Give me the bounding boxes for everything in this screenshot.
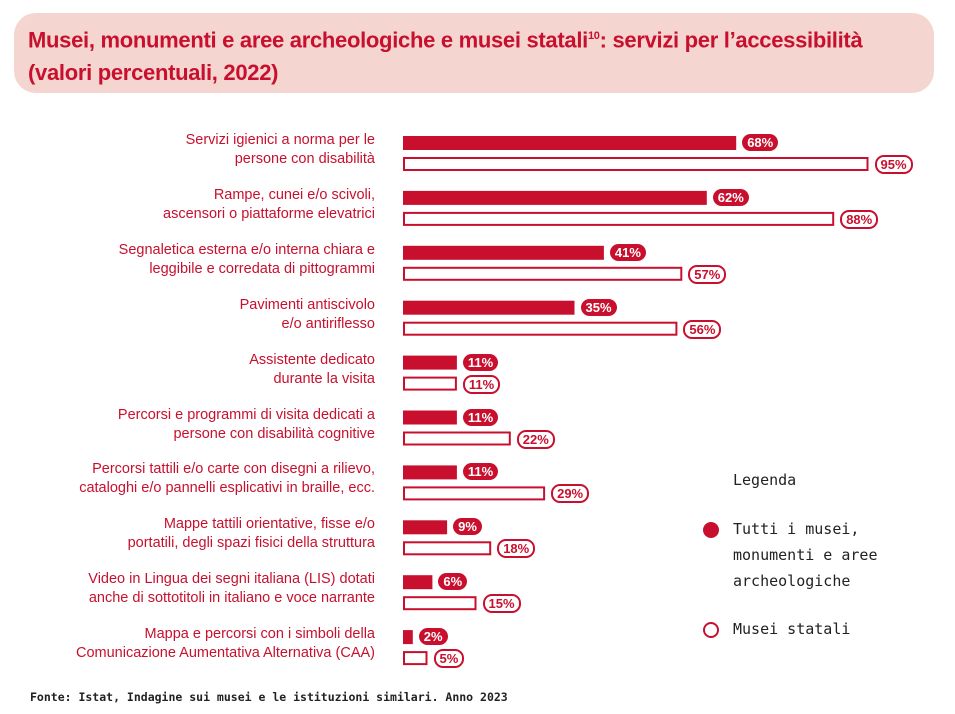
legend-label-all: Tutti i musei, monumenti e aree archeologi… [733, 520, 878, 590]
bar-all-museums [403, 410, 457, 425]
bar-state-museums [403, 541, 492, 556]
category-label-line: e/o antiriflesso [281, 315, 376, 332]
data-label: 11% [462, 353, 499, 371]
category-label-line: ascensori o piattaforme elevatrici [163, 205, 375, 222]
legend-outline-marker [703, 622, 719, 638]
category-label-line: Percorsi e programmi di visita dedicati … [117, 406, 375, 423]
bar-all-museums [403, 245, 604, 260]
bar-state-museums [403, 431, 511, 446]
bar-all-museums [403, 136, 737, 150]
bar-state-museums [403, 211, 835, 226]
bar-state-museums [403, 486, 546, 501]
category-label-line: persone con disabilità [234, 151, 375, 167]
chart-title: Musei, monumenti e aree archeologiche e … [28, 27, 863, 86]
category-label-line: Mappe tattili orientative, fisse e/o [163, 516, 375, 533]
category-label-line: Segnaletica esterna e/o interna chiara e [118, 241, 375, 258]
data-label: 56% [683, 319, 722, 339]
category-label: Pavimenti antiscivolo e/o antiriflesso [0, 296, 375, 334]
category-label-line: Video in Lingua dei segni italiana (LIS)… [88, 571, 375, 588]
bar-all-museums [403, 355, 457, 370]
data-label: 11% [462, 463, 499, 481]
category-label-line: durante la visita [273, 370, 375, 387]
data-label: 9% [453, 518, 482, 536]
category-label-line: Assistente dedicato [249, 351, 375, 368]
category-label: Segnaletica esterna e/o interna chiara e… [0, 241, 375, 279]
category-label: Percorsi tattili e/o carte con disegni a… [0, 460, 375, 498]
data-label: 62% [712, 188, 749, 206]
category-label: Video in Lingua dei segni italiana (LIS)… [0, 570, 375, 608]
category-label-line: leggibile e corredata di pittogrammi [149, 260, 375, 277]
category-label: Assistente dedicato durante la visita [0, 351, 375, 389]
category-label-line: cataloghi e/o pannelli esplicativi in br… [79, 480, 375, 497]
data-label: 41% [609, 243, 646, 261]
bar-state-museums [403, 266, 683, 281]
category-label-line: Rampe, cunei e/o scivoli, [213, 186, 375, 203]
bar-state-museums [403, 651, 428, 666]
legend-label-statali: Musei statali [733, 620, 851, 638]
data-label: 15% [482, 594, 521, 614]
bar-all-museums [403, 575, 433, 590]
data-label: 11% [462, 374, 501, 394]
data-label: 95% [874, 155, 913, 174]
legend-title: Legenda [733, 471, 797, 489]
bar-all-museums [403, 630, 413, 645]
category-label: Servizi igienici a norma per le persone c… [0, 131, 375, 169]
data-label: 11% [462, 408, 499, 426]
source-note: Fonte: Istat, Indagine sui musei e le is… [30, 690, 508, 704]
category-label-line: persone con disabilità cognitive [173, 425, 375, 442]
data-label: 18% [497, 539, 536, 559]
data-label: 57% [688, 264, 727, 284]
bar-all-museums [403, 190, 707, 205]
category-label-line: Servizi igienici a norma per le [185, 132, 375, 148]
data-label: 88% [840, 209, 879, 229]
bar-state-museums [403, 596, 477, 611]
bar-state-museums [403, 157, 869, 171]
category-label: Mappe tattili orientative, fisse e/o port… [0, 515, 375, 553]
data-label: 35% [580, 298, 617, 316]
category-label: Mappa e percorsi con i simboli della Comu… [0, 625, 375, 663]
category-label-line: Pavimenti antiscivolo [239, 296, 375, 313]
data-label: 5% [433, 649, 465, 669]
data-label: 68% [742, 134, 779, 151]
category-label-line: Percorsi tattili e/o carte con disegni a… [92, 461, 375, 478]
category-label: Percorsi e programmi di visita dedicati … [0, 406, 375, 444]
bar-all-museums [403, 465, 457, 480]
category-label-line: Mappa e percorsi con i simboli della [144, 626, 376, 643]
title-banner [14, 13, 934, 93]
category-label-line: Comunicazione Aumentativa Alternativa (C… [75, 645, 375, 662]
bar-all-museums [403, 520, 448, 535]
category-label: Rampe, cunei e/o scivoli, ascensori o pia… [0, 186, 375, 224]
data-label: 6% [438, 573, 468, 591]
data-label: 2% [418, 628, 448, 646]
legend-filled-marker [703, 522, 719, 538]
data-label: 29% [551, 484, 590, 504]
category-label-line: portatili, degli spazi fisici della stru… [127, 535, 375, 552]
bar-all-museums [403, 300, 575, 315]
category-label-line: anche di sottotitoli in italiano e voce … [88, 590, 375, 607]
data-label: 22% [516, 429, 555, 449]
bar-state-museums [403, 376, 457, 391]
bar-state-museums [403, 321, 678, 336]
